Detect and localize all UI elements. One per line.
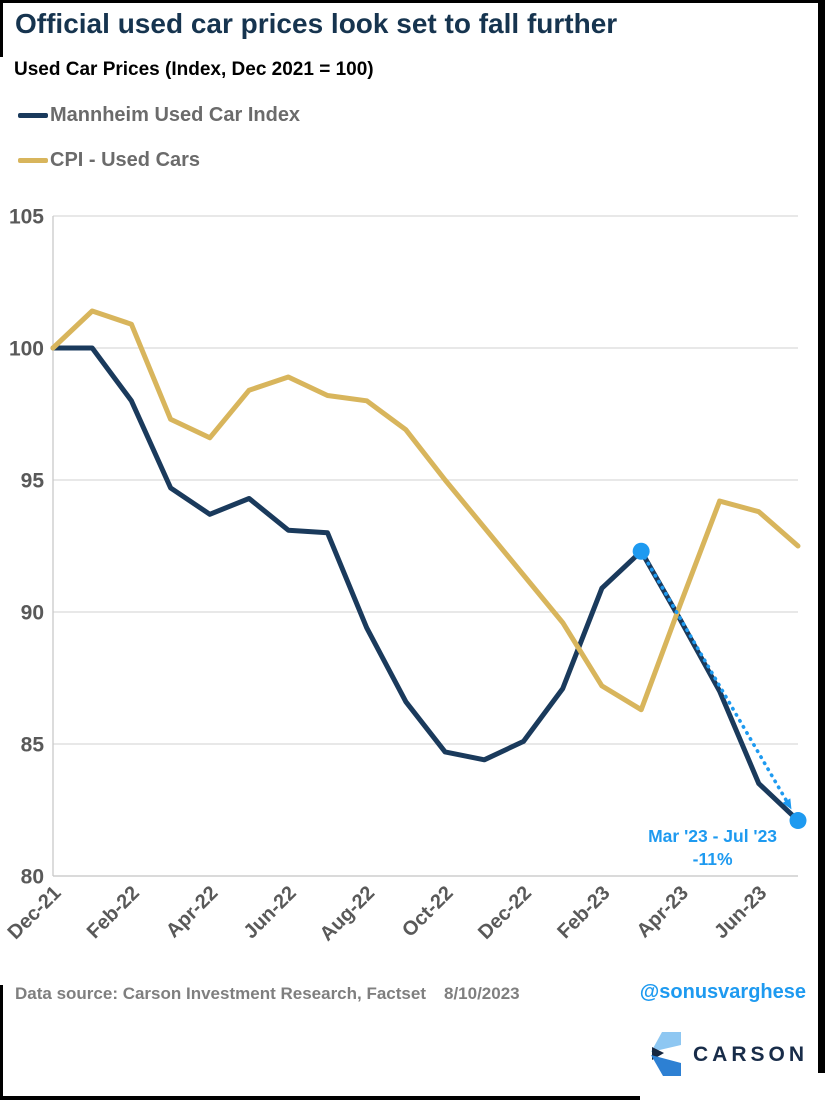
y-tick-label: 95 <box>21 470 45 493</box>
x-tick-label: Oct-22 <box>398 882 458 942</box>
legend-item-1: CPI - Used Cars <box>18 147 300 173</box>
legend-label: CPI - Used Cars <box>50 148 201 171</box>
border-right <box>818 0 825 1073</box>
x-tick-label: Jun-23 <box>710 882 771 943</box>
twitter-handle: @sonusvarghese <box>639 981 806 1003</box>
data-source-date: 8/10/2023 <box>444 984 520 1003</box>
x-tick-label: Feb-22 <box>83 882 144 943</box>
y-tick-label: 85 <box>21 734 45 757</box>
y-tick-label: 105 <box>9 206 44 229</box>
y-tick-label: 100 <box>9 338 44 361</box>
annotation-arrow <box>639 549 790 805</box>
legend-swatch <box>18 112 48 118</box>
border-left-bottom <box>0 985 3 1100</box>
data-source: Data source: Carson Investment Research,… <box>15 984 520 1004</box>
series-line <box>50 308 801 713</box>
logo-mid-shape <box>650 1055 681 1076</box>
y-tick-label: 80 <box>21 866 44 889</box>
border-top <box>0 0 825 3</box>
carson-logo-icon <box>650 1032 681 1076</box>
x-tick-label: Apr-22 <box>162 882 222 942</box>
data-source-text: Data source: Carson Investment Research,… <box>15 984 426 1003</box>
annotation-dot <box>632 542 650 560</box>
annotation-arrowhead <box>782 798 792 810</box>
annotation-label-pct: -11% <box>693 849 733 869</box>
y-tick-label: 90 <box>21 602 44 625</box>
logo-light-shape <box>650 1032 681 1052</box>
carson-logo-text: CARSON <box>692 1042 808 1066</box>
annotation-dot <box>789 812 807 830</box>
carson-logo: CARSON <box>650 1032 808 1077</box>
chart-subtitle: Used Car Prices (Index, Dec 2021 = 100) <box>14 59 374 80</box>
legend-item-0: Mannheim Used Car Index <box>18 102 300 128</box>
x-tick-label: Jun-22 <box>240 882 301 943</box>
annotation-label: Mar '23 - Jul '23 <box>648 826 777 846</box>
series-line <box>50 345 801 824</box>
page-title: Official used car prices look set to fal… <box>15 8 618 39</box>
x-tick-label: Feb-23 <box>553 882 614 943</box>
x-tick-label: Apr-23 <box>633 882 693 942</box>
x-tick-label: Dec-21 <box>4 882 66 944</box>
border-left-top <box>0 0 3 57</box>
x-tick-label: Dec-22 <box>474 882 536 944</box>
chart-legend: Mannheim Used Car Index CPI - Used Cars <box>18 102 300 192</box>
border-bottom <box>0 1096 640 1100</box>
legend-label: Mannheim Used Car Index <box>50 103 301 126</box>
x-tick-label: Aug-22 <box>316 882 379 945</box>
legend-swatch <box>18 157 48 163</box>
used-car-chart: 80 85 90 95 100 105 Dec-21 Feb-22 Apr-22 Jun-22 Au… <box>4 206 807 945</box>
